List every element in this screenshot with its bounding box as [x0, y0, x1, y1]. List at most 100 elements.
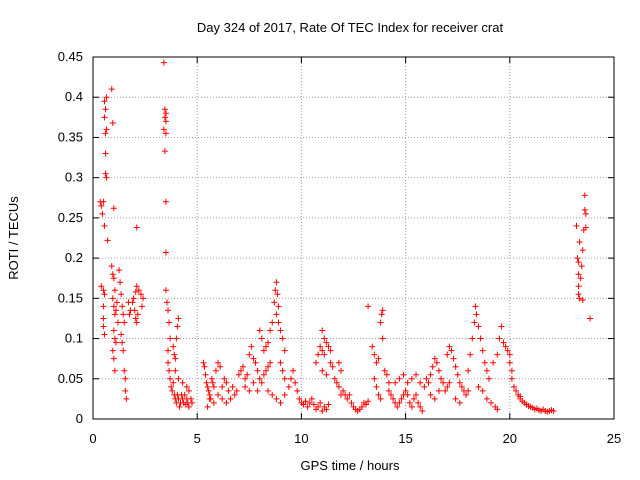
data-point: [582, 224, 589, 231]
data-point: [108, 86, 115, 93]
data-point: [472, 303, 479, 310]
data-point: [162, 287, 169, 294]
data-point: [187, 395, 194, 402]
data-point: [425, 379, 432, 386]
data-point: [118, 331, 125, 338]
data-point: [335, 383, 342, 390]
data-point: [235, 371, 242, 378]
data-point: [116, 267, 123, 274]
data-point: [123, 395, 130, 402]
data-point: [363, 401, 370, 408]
data-point: [358, 403, 365, 410]
data-point: [415, 399, 422, 406]
data-point: [417, 403, 424, 410]
data-point: [392, 379, 399, 386]
data-point: [161, 114, 168, 121]
data-point: [217, 363, 224, 370]
data-point: [205, 387, 212, 394]
data-point: [438, 375, 445, 382]
data-point: [576, 239, 583, 246]
data-point: [365, 398, 372, 405]
data-point: [202, 371, 209, 378]
data-point: [452, 395, 459, 402]
data-point: [446, 343, 453, 350]
data-point: [277, 359, 284, 366]
data-point: [103, 174, 110, 181]
data-point: [448, 347, 455, 354]
data-point: [168, 383, 175, 390]
data-point: [385, 387, 392, 394]
data-point: [101, 331, 108, 338]
data-point: [274, 291, 281, 298]
data-point: [578, 263, 585, 270]
data-point: [248, 343, 255, 350]
data-point: [490, 359, 497, 366]
data-point: [300, 401, 307, 408]
data-point: [208, 375, 215, 382]
data-point: [390, 395, 397, 402]
y-tick-label: 0.1: [65, 331, 83, 346]
data-point: [421, 383, 428, 390]
data-point: [373, 359, 380, 366]
data-point: [172, 355, 179, 362]
data-point: [331, 375, 338, 382]
data-point: [160, 126, 167, 133]
data-point: [317, 343, 324, 350]
data-point: [369, 343, 376, 350]
data-point: [219, 395, 226, 402]
data-point: [260, 347, 267, 354]
data-point: [133, 283, 140, 290]
data-point: [246, 387, 253, 394]
data-point: [215, 391, 222, 398]
data-point: [373, 383, 380, 390]
data-point: [417, 379, 424, 386]
data-point: [502, 343, 509, 350]
data-point: [479, 387, 486, 394]
data-point: [131, 307, 138, 314]
data-point: [581, 206, 588, 213]
data-point: [296, 395, 303, 402]
data-point: [308, 395, 315, 402]
data-point: [126, 311, 133, 318]
data-point: [550, 407, 557, 414]
data-point: [209, 379, 216, 386]
data-point: [333, 379, 340, 386]
data-point: [135, 287, 142, 294]
data-point: [221, 375, 228, 382]
data-point: [378, 311, 385, 318]
data-point: [260, 371, 267, 378]
y-axis-label: ROTI / TECUs: [6, 196, 21, 280]
data-point: [165, 307, 172, 314]
data-point: [321, 335, 328, 342]
x-tick-label: 15: [398, 431, 412, 446]
data-point: [504, 347, 511, 354]
data-point: [237, 367, 244, 374]
data-point: [262, 343, 269, 350]
data-point: [479, 347, 486, 354]
x-tick-label: 5: [194, 431, 201, 446]
data-point: [325, 401, 332, 408]
data-point: [573, 222, 580, 229]
y-tick-label: 0: [76, 411, 83, 426]
data-point: [110, 355, 117, 362]
data-point: [174, 323, 181, 330]
data-point: [494, 406, 501, 413]
data-point: [456, 399, 463, 406]
data-point: [167, 375, 174, 382]
data-point: [579, 296, 586, 303]
data-point: [323, 339, 330, 346]
data-point: [109, 271, 116, 278]
data-point: [162, 118, 169, 125]
data-point: [188, 399, 195, 406]
x-tick-label: 0: [89, 431, 96, 446]
data-point: [250, 379, 257, 386]
data-point: [273, 311, 280, 318]
data-point: [181, 391, 188, 398]
data-point: [465, 387, 472, 394]
data-point: [170, 379, 177, 386]
data-point: [413, 371, 420, 378]
data-point: [170, 343, 177, 350]
data-point: [162, 198, 169, 205]
data-point: [138, 303, 145, 310]
data-point: [396, 399, 403, 406]
